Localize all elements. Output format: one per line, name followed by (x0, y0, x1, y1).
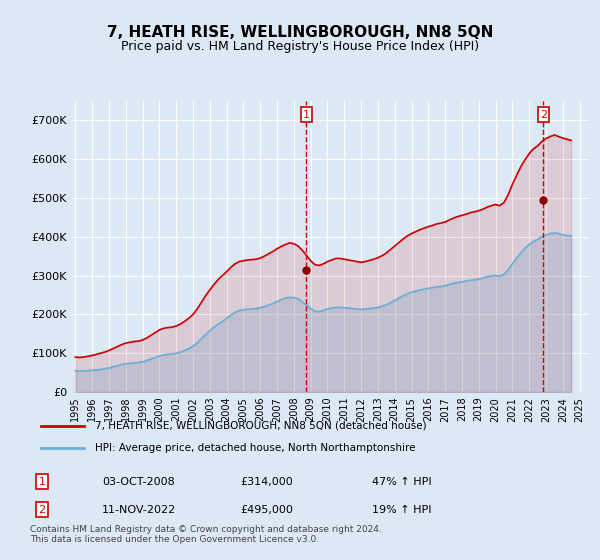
Text: 11-NOV-2022: 11-NOV-2022 (102, 505, 176, 515)
Text: HPI: Average price, detached house, North Northamptonshire: HPI: Average price, detached house, Nort… (95, 443, 415, 453)
Text: £314,000: £314,000 (240, 477, 293, 487)
Text: 2: 2 (540, 110, 547, 119)
Text: 19% ↑ HPI: 19% ↑ HPI (372, 505, 431, 515)
Text: Contains HM Land Registry data © Crown copyright and database right 2024.
This d: Contains HM Land Registry data © Crown c… (30, 525, 382, 544)
Text: 47% ↑ HPI: 47% ↑ HPI (372, 477, 431, 487)
Text: £495,000: £495,000 (240, 505, 293, 515)
Text: 03-OCT-2008: 03-OCT-2008 (102, 477, 175, 487)
Text: 2: 2 (38, 505, 46, 515)
Text: 7, HEATH RISE, WELLINGBOROUGH, NN8 5QN (detached house): 7, HEATH RISE, WELLINGBOROUGH, NN8 5QN (… (95, 421, 427, 431)
Text: 1: 1 (38, 477, 46, 487)
Text: Price paid vs. HM Land Registry's House Price Index (HPI): Price paid vs. HM Land Registry's House … (121, 40, 479, 53)
Text: 7, HEATH RISE, WELLINGBOROUGH, NN8 5QN: 7, HEATH RISE, WELLINGBOROUGH, NN8 5QN (107, 25, 493, 40)
Text: 1: 1 (303, 110, 310, 119)
